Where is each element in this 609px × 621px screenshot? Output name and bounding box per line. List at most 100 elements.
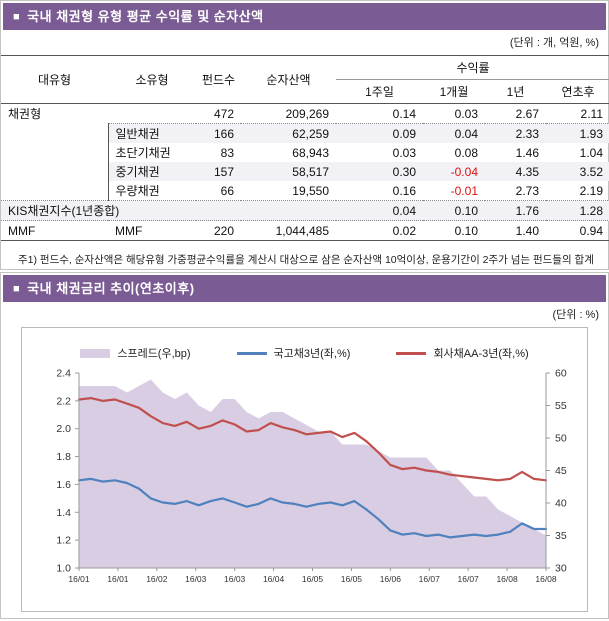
svg-text:16/06: 16/06 — [380, 574, 402, 584]
cell-major: 채권형 — [8, 107, 42, 122]
chart-canvas: 2.42.22.01.81.61.41.21.06055504540353016… — [56, 368, 567, 585]
cell-funds: 157 — [196, 162, 241, 181]
square-bullet-icon: ■ — [13, 283, 21, 295]
legend-item-treasury: 국고채3년(좌,%) — [236, 345, 351, 361]
svg-text:40: 40 — [555, 498, 567, 510]
col-header-funds: 펀드수 — [196, 55, 241, 104]
svg-text:1.8: 1.8 — [56, 451, 71, 463]
table-row: 채권형 472 209,269 0.14 0.03 2.67 2.11 — [1, 103, 609, 124]
svg-text:60: 60 — [555, 368, 567, 380]
unit-label: (단위 : 개, 억원, %) — [509, 37, 599, 49]
table-row: MMF MMF 220 1,044,485 0.02 0.10 1.40 0.9… — [1, 220, 609, 241]
svg-text:35: 35 — [555, 530, 567, 542]
cell-1month: 0.03 — [423, 103, 485, 124]
cell-assets: 68,943 — [292, 145, 329, 160]
cell-ytd: 3.52 — [546, 162, 609, 181]
col-header-major: 대유형 — [1, 55, 108, 104]
svg-text:55: 55 — [555, 400, 567, 412]
cell-1year: 2.67 — [485, 103, 546, 124]
table-row: 우량채권 66 19,550 0.16 -0.01 2.73 2.19 — [1, 181, 609, 201]
svg-text:50: 50 — [555, 433, 567, 445]
col-header-1year: 1년 — [485, 79, 546, 104]
legend-label: 국고채3년(좌,%) — [273, 348, 351, 360]
cell-1week: 0.02 — [336, 220, 423, 241]
svg-text:16/01: 16/01 — [107, 574, 129, 584]
section-title-bar: ■ 국내 채권형 유형 평균 수익률 및 순자산액 — [3, 3, 606, 30]
cell-sub: 초단기채권 — [107, 143, 196, 162]
cell-funds: 66 — [196, 181, 241, 201]
cell-funds: 472 — [196, 103, 241, 124]
chart-frame: 스프레드(우,bp) 국고채3년(좌,%) 회사채AA-3년(좌,%) 2.4 2… — [21, 327, 588, 612]
svg-text:1.0: 1.0 — [56, 563, 71, 575]
svg-text:16/05: 16/05 — [341, 574, 363, 584]
line-swatch-icon — [236, 351, 267, 355]
cell-1year: 4.35 — [485, 162, 546, 181]
cell-assets: 62,259 — [241, 123, 336, 143]
cell-ytd: 2.19 — [546, 181, 609, 201]
section-title: 국내 채권금리 추이(연초이후) — [27, 281, 195, 296]
svg-text:16/07: 16/07 — [419, 574, 441, 584]
cell-assets — [241, 200, 336, 221]
svg-text:16/03: 16/03 — [224, 574, 246, 584]
chart-section: ■ 국내 채권금리 추이(연초이후) (단위 : %) 스프레드(우,bp) 국고… — [0, 272, 609, 619]
cell-1month: 0.04 — [423, 123, 485, 143]
svg-text:30: 30 — [555, 563, 567, 575]
cell-1year: 2.33 — [485, 123, 546, 143]
cell-1week: 0.03 — [392, 145, 416, 160]
svg-text:16/08: 16/08 — [535, 574, 557, 584]
area-swatch-icon — [80, 348, 111, 358]
col-header-sub: 소유형 — [108, 55, 196, 104]
section-title-bar: ■ 국내 채권금리 추이(연초이후) — [3, 275, 606, 302]
cell-sub: MMF — [108, 220, 196, 241]
cell-ytd: 2.11 — [546, 103, 609, 124]
svg-text:16/03: 16/03 — [185, 574, 207, 584]
cell-ytd: 1.28 — [546, 200, 609, 221]
cell-1week: 0.16 — [336, 181, 423, 201]
svg-text:45: 45 — [555, 465, 567, 477]
cell-1week: 0.30 — [336, 162, 423, 181]
cell-major: KIS채권지수(1년종합) — [1, 200, 196, 221]
unit-label: (단위 : %) — [552, 309, 599, 321]
svg-text:16/04: 16/04 — [263, 574, 285, 584]
cell-major — [1, 124, 108, 144]
cell-1year: 1.46 — [515, 145, 539, 160]
cell-major: MMF — [1, 220, 108, 241]
svg-text:1.2: 1.2 — [56, 535, 71, 547]
table-row: 일반채권 166 62,259 0.09 0.04 2.33 1.93 — [1, 123, 609, 144]
cell-major — [1, 181, 108, 201]
svg-text:16/08: 16/08 — [496, 574, 518, 584]
chart-legend: 스프레드(우,bp) 국고채3년(좌,%) 회사채AA-3년(좌,%) — [22, 341, 587, 365]
cell-assets: 58,517 — [241, 162, 336, 181]
cell-sub: 일반채권 — [107, 123, 196, 143]
cell-assets: 209,269 — [241, 103, 336, 124]
col-header-1week: 1주일 — [336, 79, 423, 104]
table-row: 중기채권 157 58,517 0.30 -0.04 4.35 3.52 — [1, 162, 609, 181]
returns-section: ■ 국내 채권형 유형 평균 수익률 및 순자산액 (단위 : 개, 억원, %)… — [0, 0, 609, 270]
cell-1month: 0.10 — [423, 200, 485, 221]
cell-sub: 중기채권 — [107, 162, 196, 181]
svg-text:16/01: 16/01 — [68, 574, 90, 584]
cell-sub: 우량채권 — [107, 181, 196, 201]
svg-text:16/05: 16/05 — [302, 574, 324, 584]
legend-item-corporate: 회사채AA-3년(좌,%) — [396, 345, 529, 361]
col-header-assets: 순자산액 — [241, 55, 336, 104]
cell-1month: 0.08 — [454, 145, 478, 160]
svg-text:16/02: 16/02 — [146, 574, 168, 584]
table-row: KIS채권지수(1년종합) 0.04 0.10 1.76 1.28 — [1, 200, 609, 221]
col-header-ytd: 연초후 — [546, 79, 609, 104]
cell-1month: 0.10 — [423, 220, 485, 241]
table-row: 초단기채권 83 68,943 0.03 0.08 1.46 1.04 — [1, 143, 609, 162]
cell-1month: -0.01 — [423, 181, 485, 201]
cell-1week: 0.09 — [336, 123, 423, 143]
cell-funds — [196, 200, 241, 221]
legend-label: 회사채AA-3년(좌,%) — [433, 348, 529, 360]
cell-assets: 1,044,485 — [241, 220, 336, 241]
cell-major — [1, 143, 108, 162]
cell-1week: 0.14 — [336, 103, 423, 124]
table-header-row: 대유형 소유형 펀드수 순자산액 수익률 — [1, 55, 609, 104]
cell-funds: 83 — [220, 145, 234, 160]
cell-funds: 166 — [196, 123, 241, 143]
cell-1year: 1.76 — [485, 200, 546, 221]
legend-label: 스프레드(우,bp) — [117, 348, 191, 360]
col-header-returns: 수익률 — [336, 55, 609, 80]
